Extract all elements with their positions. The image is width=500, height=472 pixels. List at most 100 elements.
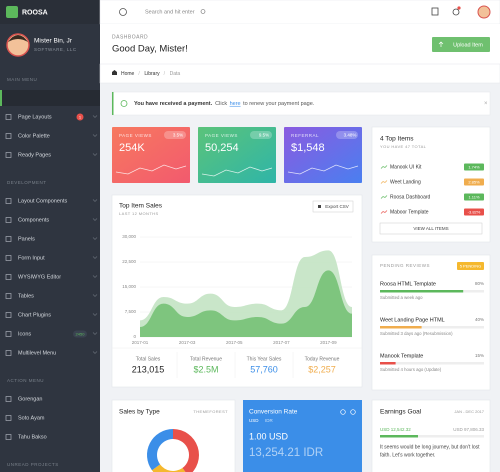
sidebar-chevron [92, 153, 98, 156]
top-item-trend-icon [380, 195, 388, 199]
sidebar-item-icon [5, 350, 12, 356]
conversion-to: 13,254.21 IDR [249, 447, 323, 459]
sidebar-item[interactable]: Page Layouts 1 [5, 113, 98, 121]
sidebar-item-icon [5, 217, 12, 223]
sidebar-item[interactable]: Gorengan [5, 396, 42, 402]
stat-card-value: 50,254 [205, 142, 239, 154]
donut-slice [151, 464, 186, 472]
breadcrumb-separator: / [138, 71, 140, 77]
stat-card-change-bg [164, 131, 186, 139]
sidebar-item-icon [5, 236, 12, 242]
sales-stat-value: 57,760 [250, 364, 278, 374]
sidebar-item-label: Form Input [18, 255, 45, 261]
alert-link[interactable]: here [230, 101, 241, 107]
header-section: DASHBOARD [112, 34, 148, 40]
home-icon [112, 70, 117, 75]
sidebar-item[interactable]: Ready Pages [5, 152, 98, 158]
sidebar-item-label: Chart Plugins [18, 312, 51, 318]
search-box[interactable]: Search and hit enter [140, 5, 210, 18]
top-items-subtitle: YOU HAVE 47 TOTAL [380, 144, 427, 149]
sidebar-item-label: Icons [18, 331, 31, 337]
conversion-from: 1.00 USD [249, 431, 289, 441]
sidebar-item-icon [5, 312, 12, 318]
sidebar-item[interactable]: Tahu Bakso [5, 434, 47, 440]
user-company: SOFTWARE, LLC [34, 47, 77, 52]
upload-button-label: Upload Item [453, 42, 483, 48]
pending-title: PENDING REVIEWS [380, 263, 430, 268]
alert-bold: You have received a payment. [134, 101, 213, 107]
bell-icon [452, 8, 460, 16]
sales-type-title: Sales by Type [119, 409, 160, 416]
y-tick-label: 30,000 [122, 234, 136, 239]
y-tick-label: 7,500 [125, 309, 137, 314]
sidebar-item-label: Tables [18, 293, 34, 299]
sidebar-section-title: DEVELOPMENT [7, 180, 47, 185]
stat-card [112, 127, 190, 183]
sidebar-item[interactable]: Panels [5, 236, 98, 242]
conversion-tab[interactable]: IDR [265, 418, 274, 423]
sidebar-item-icon [5, 114, 12, 120]
conversion-tab[interactable]: USD [249, 418, 259, 423]
stat-card-label: REFERRAL [291, 133, 319, 138]
sidebar-item[interactable]: Components [5, 217, 98, 223]
area-series [140, 270, 352, 337]
sidebar-item[interactable]: Color Palette [5, 133, 98, 139]
progress-track [380, 326, 484, 329]
sidebar-chevron [92, 134, 98, 137]
pending-item-name: Roosa HTML Template [380, 281, 436, 287]
sidebar-item-active [0, 90, 100, 106]
earnings-track [380, 435, 484, 438]
stat-card-change: 3.48% [344, 132, 357, 137]
sidebar-item[interactable]: Soto Ayam [5, 415, 45, 421]
sidebar-chevron [92, 218, 98, 221]
sidebar-item-icon [5, 152, 12, 158]
sales-stat-value: $2.5M [193, 364, 218, 374]
sidebar-item-label: Tahu Bakso [18, 434, 47, 440]
sidebar-item-icon [5, 331, 12, 337]
x-tick-label: 2017-09 [320, 340, 337, 345]
top-item-name: Manook UI Kit [390, 164, 422, 170]
user-avatar-hair [8, 35, 28, 42]
sidebar-item-icon [5, 274, 12, 280]
export-button[interactable]: Export CSV [312, 200, 354, 213]
sidebar-chevron [92, 199, 98, 202]
y-tick-label: 22,500 [122, 259, 136, 264]
top-item-change: 1.11% [468, 194, 479, 199]
pending-item-progress-label: 80% [475, 281, 484, 286]
sidebar-chevron [92, 237, 98, 240]
sidebar-item-label: WYSIWYG Editor [18, 274, 61, 280]
profile-avatar [477, 5, 491, 19]
sidebar-item-label: Multilevel Menu [18, 350, 56, 356]
sidebar-item-icon [5, 293, 12, 299]
sidebar-item[interactable]: Tables [5, 293, 98, 299]
search-placeholder: Search and hit enter [145, 9, 195, 15]
upload-button[interactable]: Upload Item [432, 37, 490, 52]
sidebar-item-label: Page Layouts [18, 114, 52, 120]
search-field [140, 5, 210, 18]
sidebar-chevron [92, 294, 98, 297]
export-label: Export CSV [325, 204, 349, 209]
pending-item-progress-label: 40% [475, 317, 484, 322]
trash-icon [431, 7, 439, 16]
sidebar-chevron [92, 313, 98, 316]
earnings-text: faith. Let's work together. [380, 452, 435, 458]
alert-icon [120, 100, 128, 107]
sidebar-item[interactable]: Layout Components [5, 198, 98, 204]
y-tick-label: 15,000 [122, 284, 136, 289]
top-items-title: 4 Top Items [380, 136, 414, 143]
sidebar-item[interactable]: Form Input [5, 255, 98, 261]
progress-track [380, 362, 484, 365]
breadcrumb-separator: / [164, 71, 166, 77]
stat-card [284, 127, 362, 183]
sidebar-item[interactable]: WYSIWYG Editor [5, 274, 98, 280]
sidebar-item[interactable]: Multilevel Menu [5, 350, 98, 356]
view-all-button[interactable]: VIEW ALL ITEMS [379, 222, 483, 235]
pending-item-note: Submitted a week ago [380, 295, 423, 300]
sidebar-item[interactable]: Chart Plugins [5, 312, 98, 318]
sidebar-item-icon [5, 415, 12, 421]
sidebar-item[interactable]: Icons 2450 [5, 330, 98, 338]
refresh-icon [340, 409, 346, 415]
stat-card-change-bg [336, 131, 358, 139]
breadcrumb-item: Home [121, 71, 135, 77]
